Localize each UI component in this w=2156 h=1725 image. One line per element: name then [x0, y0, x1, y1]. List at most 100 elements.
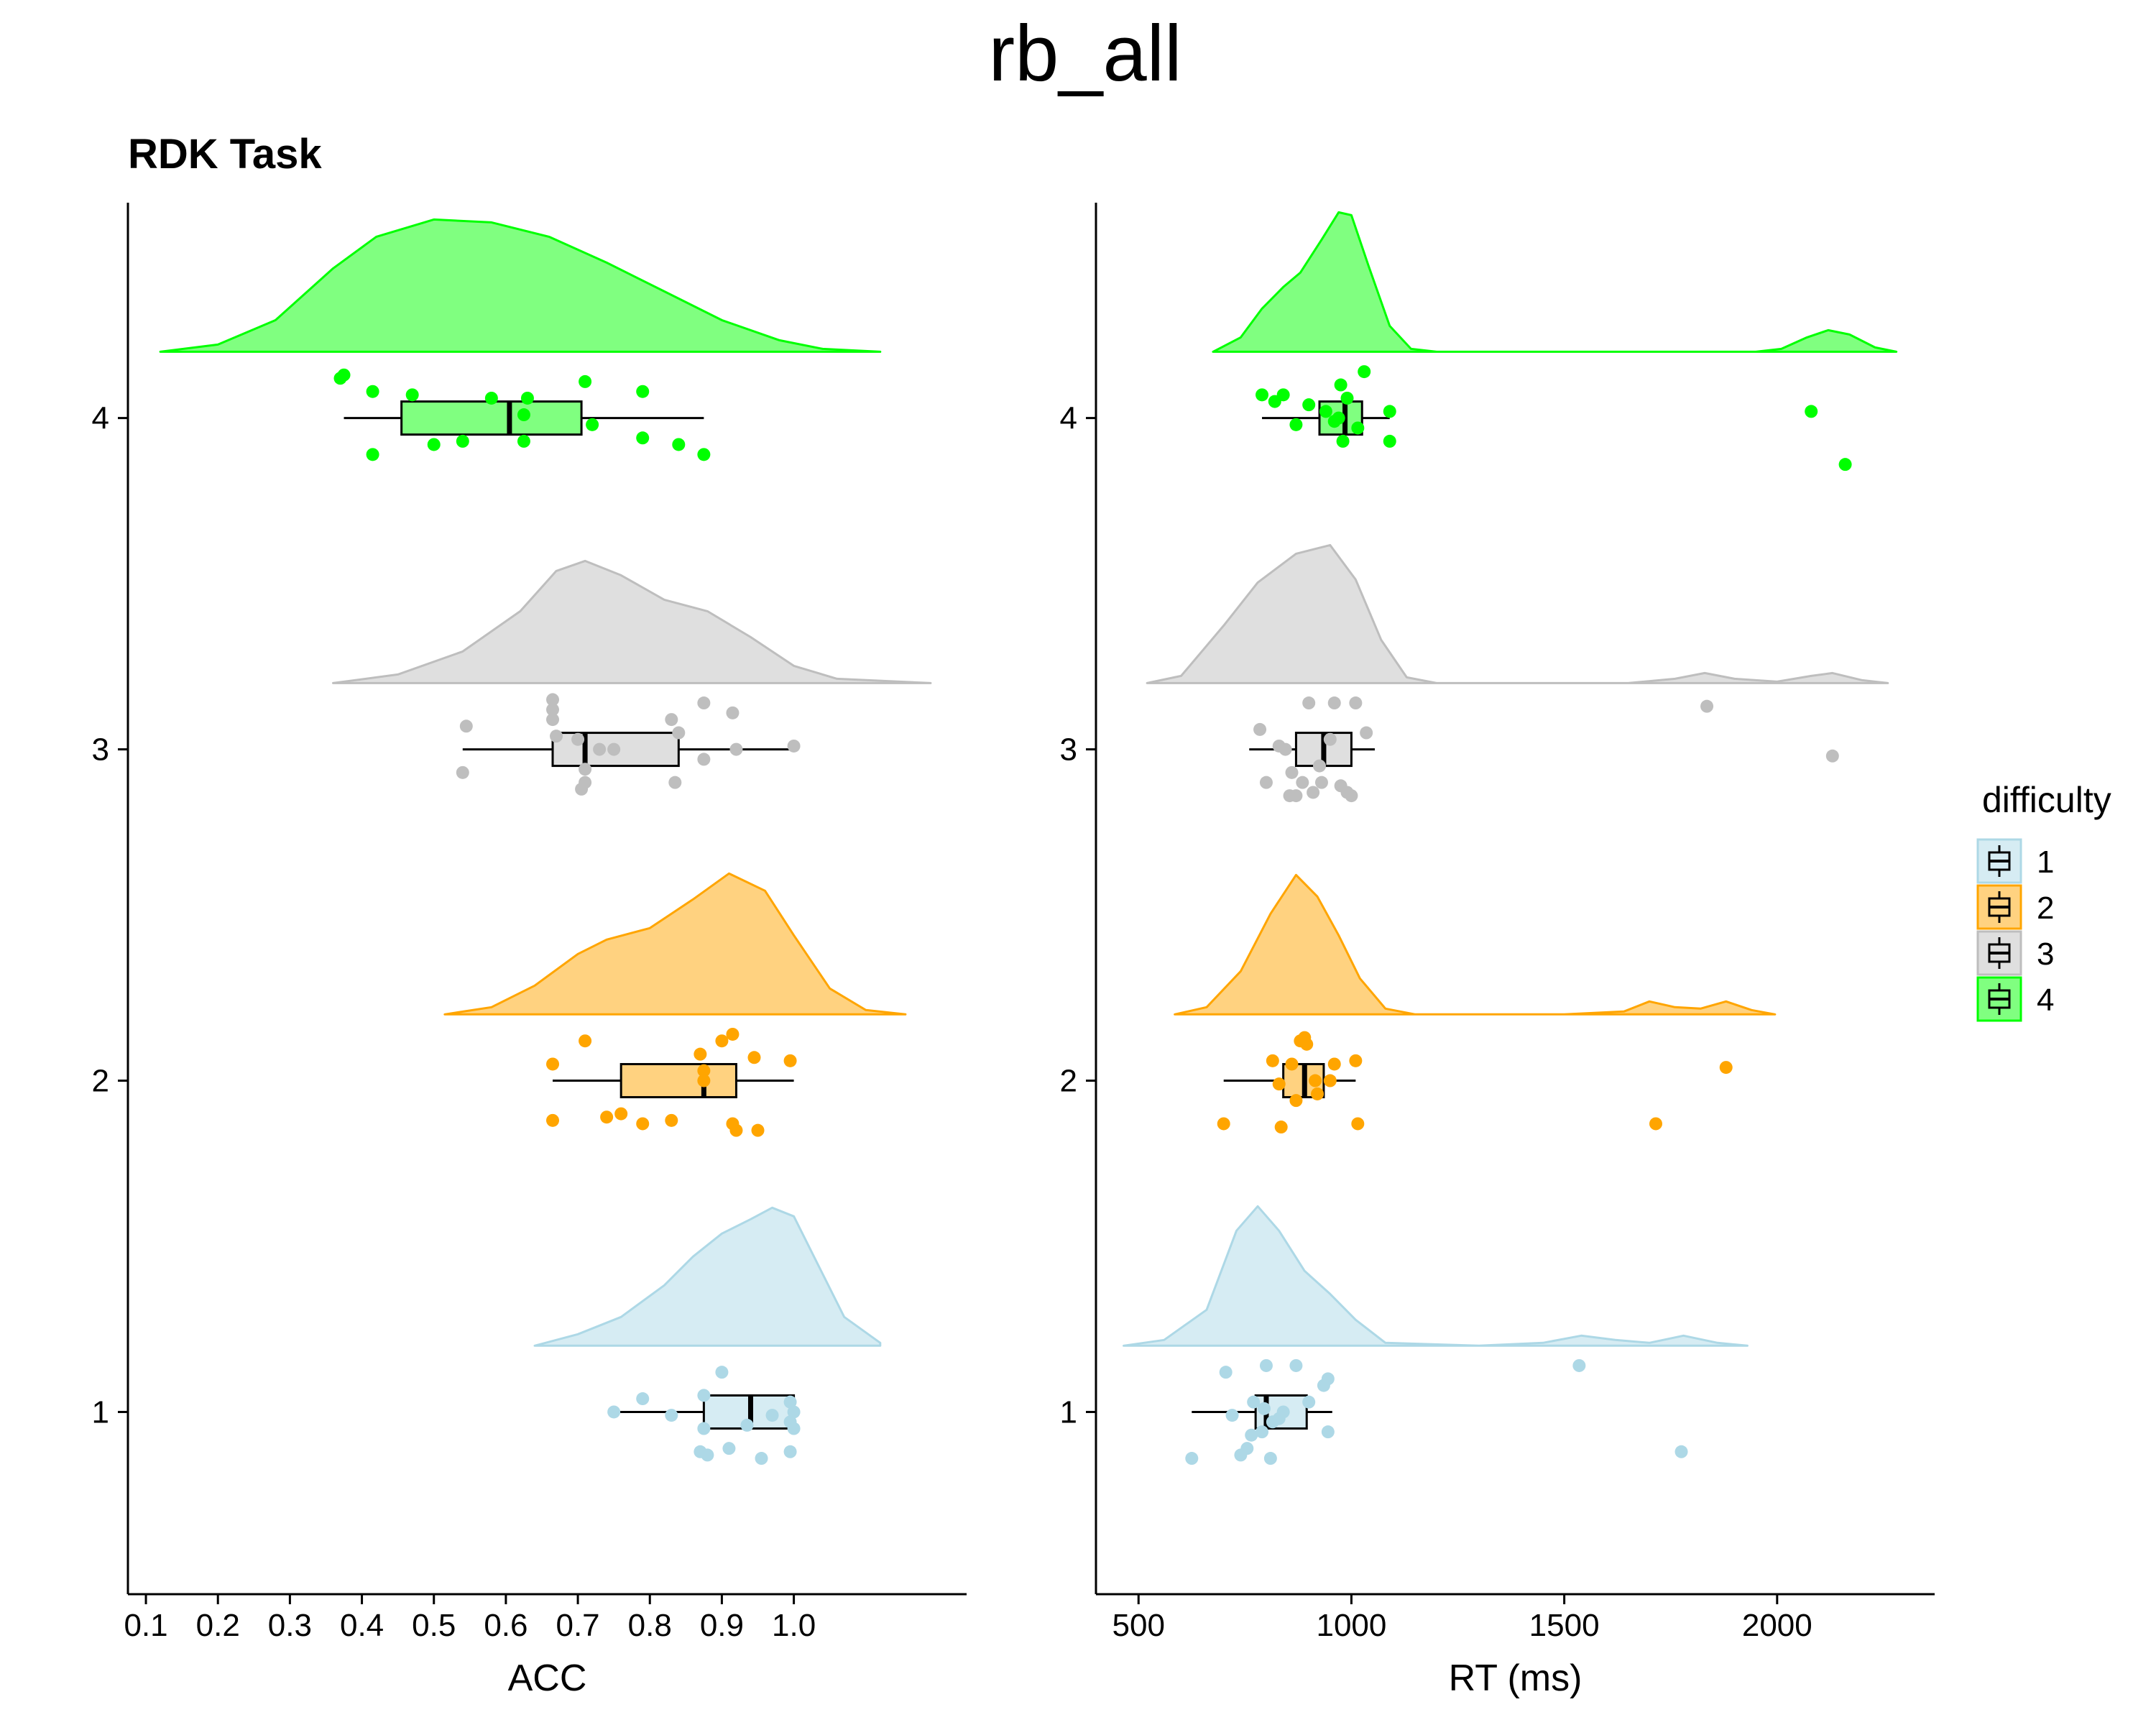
rt-point-4 — [1805, 405, 1818, 418]
rt-point-3 — [1345, 789, 1358, 803]
rt-point-2 — [1351, 1117, 1365, 1131]
acc-density-4 — [159, 218, 882, 353]
acc-point-2 — [600, 1110, 614, 1124]
acc-point-1 — [740, 1418, 754, 1432]
legend-entry-3: 3 — [1976, 930, 2054, 976]
rt-density-1 — [1123, 1205, 1749, 1347]
rt-y-tick-label: 2 — [1060, 1064, 1077, 1099]
acc-point-4 — [517, 408, 530, 422]
rt-point-4 — [1289, 418, 1303, 431]
legend: difficulty 1 2 3 4 — [1976, 780, 2111, 1022]
rt-x-tick-label: 1500 — [1529, 1608, 1600, 1643]
acc-density-3 — [332, 559, 932, 684]
acc-point-2 — [783, 1054, 797, 1067]
acc-point-3 — [729, 742, 743, 756]
legend-label-4: 4 — [2037, 983, 2054, 1018]
acc-point-3 — [571, 732, 585, 746]
rt-point-4 — [1351, 421, 1365, 435]
acc-x-tick-label: 0.7 — [556, 1608, 599, 1643]
rt-point-1 — [1302, 1395, 1316, 1409]
rt-point-1 — [1247, 1395, 1261, 1409]
rt-point-2 — [1323, 1074, 1337, 1087]
acc-series-1 — [533, 1206, 882, 1466]
rt-point-2 — [1266, 1054, 1279, 1067]
acc-point-4 — [337, 368, 351, 382]
rt-density-4 — [1212, 211, 1898, 353]
acc-point-2 — [636, 1117, 650, 1131]
acc-x-tick-label: 1.0 — [772, 1608, 816, 1643]
rt-point-3 — [1302, 696, 1316, 710]
acc-point-3 — [579, 763, 592, 776]
acc-point-3 — [726, 706, 740, 719]
acc-point-3 — [546, 703, 560, 717]
acc-point-1 — [715, 1366, 729, 1379]
acc-point-2 — [694, 1047, 707, 1061]
rt-point-1 — [1185, 1452, 1199, 1466]
acc-x-tick-label: 0.4 — [340, 1608, 384, 1643]
acc-point-4 — [579, 374, 592, 388]
rt-point-4 — [1383, 405, 1396, 418]
acc-point-3 — [697, 753, 711, 766]
rt-point-4 — [1383, 434, 1396, 448]
rt-point-2 — [1272, 1077, 1286, 1091]
rt-point-3 — [1825, 749, 1839, 763]
acc-point-2 — [726, 1027, 740, 1041]
legend-title: difficulty — [1982, 780, 2111, 820]
acc-series-2 — [443, 872, 907, 1137]
rt-point-1 — [1289, 1358, 1303, 1372]
legend-label-3: 3 — [2037, 937, 2054, 972]
acc-point-3 — [456, 765, 469, 779]
rt-point-3 — [1285, 765, 1299, 779]
acc-series-4 — [159, 218, 882, 461]
rt-point-3 — [1360, 726, 1373, 740]
acc-x-tick-label: 0.2 — [196, 1608, 240, 1643]
rt-point-3 — [1253, 722, 1267, 736]
acc-point-2 — [579, 1034, 592, 1048]
rt-y-tick-label: 3 — [1060, 732, 1077, 768]
acc-point-3 — [665, 713, 678, 727]
rt-point-1 — [1240, 1442, 1254, 1455]
legend-entry-1: 1 — [1976, 838, 2054, 884]
acc-point-1 — [697, 1389, 711, 1402]
acc-point-1 — [607, 1405, 621, 1419]
rt-point-4 — [1302, 398, 1316, 412]
acc-point-2 — [697, 1064, 711, 1077]
acc-panel: 0.1 0.2 0.3 0.4 0.5 0.6 0.7 0.8 0.9 1.0 1 2 3 4 ACC — [92, 203, 967, 1699]
acc-box-2 — [619, 1063, 737, 1099]
acc-point-2 — [614, 1107, 628, 1121]
rt-point-4 — [1319, 405, 1332, 418]
rt-point-1 — [1321, 1425, 1335, 1439]
acc-point-3 — [672, 726, 686, 740]
acc-box-4 — [400, 400, 583, 436]
rt-point-4 — [1276, 388, 1290, 402]
acc-point-2 — [697, 1074, 711, 1087]
acc-y-tick-label: 3 — [92, 732, 109, 768]
rt-point-2 — [1349, 1054, 1363, 1067]
acc-point-4 — [427, 438, 441, 451]
rt-point-3 — [1296, 776, 1309, 789]
rt-point-3 — [1327, 696, 1341, 710]
acc-point-4 — [636, 431, 650, 445]
acc-point-2 — [546, 1057, 560, 1071]
acc-y-tick-label: 1 — [92, 1394, 109, 1430]
acc-x-tick-label: 0.1 — [124, 1608, 167, 1643]
rt-point-1 — [1256, 1425, 1269, 1439]
acc-y-tick-label: 4 — [92, 401, 109, 436]
acc-point-4 — [366, 448, 379, 461]
acc-point-1 — [701, 1448, 714, 1462]
acc-point-4 — [586, 418, 599, 431]
legend-entries: 1 2 3 4 — [1976, 838, 2054, 1022]
rt-point-1 — [1259, 1358, 1273, 1372]
rt-series-3 — [1146, 543, 1889, 803]
rt-point-2 — [1309, 1074, 1322, 1087]
rt-point-3 — [1700, 699, 1714, 713]
rt-point-2 — [1719, 1061, 1733, 1075]
rt-point-3 — [1307, 786, 1320, 799]
legend-entry-2: 2 — [1976, 884, 2054, 930]
legend-entry-4: 4 — [1976, 976, 2054, 1022]
acc-point-1 — [697, 1422, 711, 1435]
rt-point-2 — [1217, 1117, 1230, 1131]
rt-y-tick-label: 4 — [1060, 401, 1077, 436]
rt-point-4 — [1838, 458, 1852, 472]
